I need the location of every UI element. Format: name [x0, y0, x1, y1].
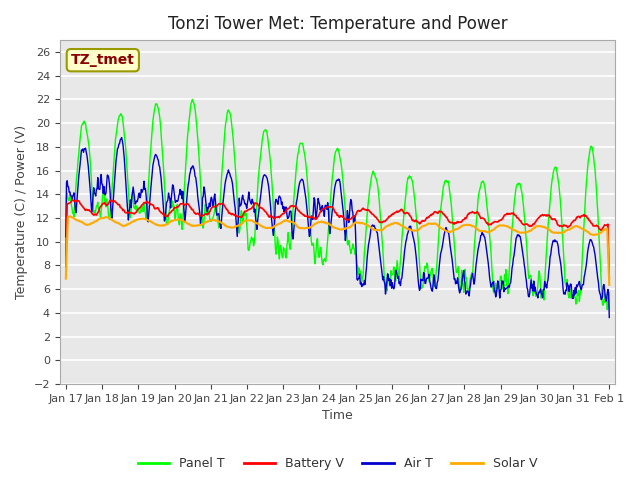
Solar V	[66, 214, 74, 219]
Solar V	[96, 216, 104, 222]
Line: Solar V: Solar V	[66, 216, 609, 285]
Air T	[409, 232, 417, 238]
Title: Tonzi Tower Met: Temperature and Power: Tonzi Tower Met: Temperature and Power	[168, 15, 508, 33]
Panel T	[378, 235, 386, 241]
Solar V	[605, 282, 613, 288]
Air T	[392, 269, 400, 275]
Air T	[378, 271, 386, 277]
Panel T	[189, 96, 196, 102]
Y-axis label: Temperature (C) / Power (V): Temperature (C) / Power (V)	[15, 125, 28, 299]
Air T	[62, 234, 70, 240]
Line: Air T: Air T	[66, 138, 609, 317]
Battery V	[409, 218, 417, 224]
Line: Battery V: Battery V	[66, 200, 609, 278]
Panel T	[409, 180, 417, 186]
Solar V	[392, 220, 400, 226]
Panel T	[604, 307, 611, 312]
Battery V	[531, 221, 538, 227]
Air T	[475, 244, 483, 250]
Panel T	[392, 269, 400, 275]
Air T	[531, 288, 538, 294]
Panel T	[95, 207, 103, 213]
Solar V	[531, 225, 538, 231]
Solar V	[62, 276, 70, 281]
Text: TZ_tmet: TZ_tmet	[71, 53, 135, 67]
Battery V	[475, 212, 483, 217]
Air T	[118, 135, 125, 141]
Air T	[605, 314, 613, 320]
Solar V	[409, 228, 417, 233]
Battery V	[68, 197, 76, 203]
Panel T	[475, 191, 483, 197]
Battery V	[96, 205, 104, 211]
Panel T	[62, 252, 70, 258]
Battery V	[378, 220, 386, 226]
Battery V	[62, 264, 70, 270]
Battery V	[605, 275, 613, 281]
Solar V	[378, 227, 386, 233]
Line: Panel T: Panel T	[66, 99, 609, 310]
Battery V	[392, 209, 400, 215]
Air T	[95, 186, 103, 192]
Legend: Panel T, Battery V, Air T, Solar V: Panel T, Battery V, Air T, Solar V	[133, 452, 542, 475]
Panel T	[531, 288, 538, 294]
Panel T	[605, 306, 613, 312]
X-axis label: Time: Time	[322, 409, 353, 422]
Solar V	[475, 228, 483, 233]
